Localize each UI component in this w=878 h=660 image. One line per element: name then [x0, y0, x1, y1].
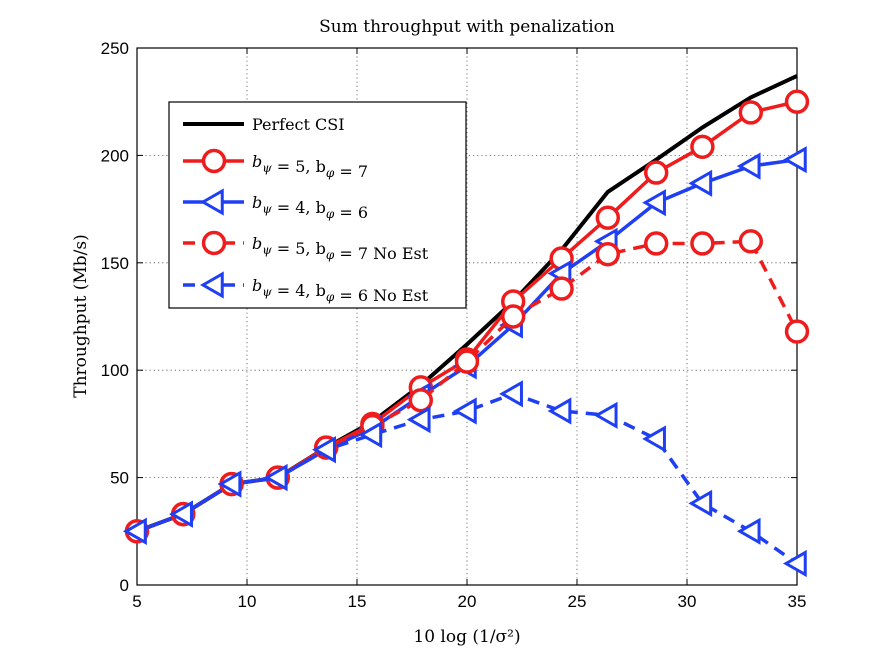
legend-label-part: ψ: [262, 161, 272, 175]
legend-label: bψ = 5, bφ = 7 No Est: [252, 234, 429, 263]
data-point: [784, 319, 810, 344]
legend-label-part: b: [252, 193, 262, 212]
legend-label-part: = 7 No Est: [334, 244, 428, 263]
data-point: [644, 160, 669, 185]
data-point: [593, 401, 618, 429]
legend-label-part: = 7: [334, 162, 368, 181]
data-point: [263, 464, 288, 492]
x-tick-label: 10: [238, 592, 257, 611]
data-point: [501, 304, 526, 329]
data-point: [736, 517, 761, 545]
legend-label-part: ψ: [262, 202, 272, 216]
data-point: [217, 470, 242, 498]
series-5: [122, 380, 807, 578]
legend-label-part: φ: [326, 207, 335, 221]
y-axis-label: Throughput (Mb/s): [71, 234, 91, 398]
legend-marker: [201, 148, 227, 174]
chart-title: Sum throughput with penalization: [319, 17, 615, 37]
data-point: [642, 425, 666, 453]
legend-label-part: = 4, b: [272, 198, 326, 217]
x-axis-label: 10 log (1/σ²): [413, 627, 520, 647]
legend-label-part: ψ: [262, 243, 272, 257]
x-tick-label: 30: [678, 592, 697, 611]
legend-label-part: φ: [326, 290, 335, 304]
data-point: [690, 231, 715, 256]
y-tick-label: 150: [101, 254, 129, 273]
data-point: [688, 169, 713, 197]
data-point: [169, 500, 193, 528]
data-point: [784, 89, 810, 114]
y-tick-label: 50: [110, 469, 129, 488]
data-point: [452, 397, 477, 425]
legend-item-3: bψ = 4, bφ = 6: [183, 188, 368, 222]
legend-label-part: φ: [326, 248, 335, 262]
legend-item-2: bψ = 5, bφ = 7: [183, 148, 368, 181]
legend-label: Perfect CSI: [252, 115, 345, 134]
data-point: [688, 489, 713, 517]
legend-label-part: b: [252, 276, 262, 295]
data-point: [406, 406, 431, 434]
legend-item-5: bψ = 4, bφ = 6 No Est: [183, 271, 429, 305]
x-tick-label: 20: [458, 592, 477, 611]
data-point: [738, 229, 763, 254]
data-point: [358, 421, 383, 449]
data-point: [782, 549, 807, 578]
data-point: [690, 134, 715, 160]
data-point: [782, 146, 807, 174]
data-point: [644, 231, 669, 256]
data-point: [499, 380, 523, 408]
y-tick-label: 200: [101, 146, 129, 165]
legend-label: bψ = 4, bφ = 6: [252, 193, 368, 222]
series-line: [136, 392, 799, 565]
data-point: [547, 397, 572, 425]
legend-label-part: φ: [326, 166, 335, 180]
data-point: [736, 152, 761, 180]
data-point: [408, 388, 433, 413]
y-tick-label: 250: [101, 39, 129, 58]
legend-label-part: ψ: [262, 285, 272, 299]
x-tick-label: 35: [788, 592, 807, 611]
data-point: [642, 189, 666, 217]
legend-label-part: = 6 No Est: [334, 286, 428, 305]
axis-ticks: 5 10 15 20 25 30 35 0 50 100 150 200 250: [101, 39, 807, 611]
data-point: [454, 349, 480, 374]
legend-label-part: b: [252, 152, 262, 171]
legend-marker: [199, 271, 224, 299]
data-point: [122, 517, 147, 545]
series-layer: [122, 74, 810, 578]
legend-label-part: b: [252, 234, 262, 253]
legend-item-4: bψ = 5, bφ = 7 No Est: [183, 230, 429, 263]
legend-label-part: = 4, b: [272, 281, 326, 300]
legend-label: bψ = 5, bφ = 7: [252, 152, 368, 181]
y-tick-label: 0: [120, 576, 129, 595]
y-tick-label: 100: [101, 361, 129, 380]
legend-label-part: = 5, b: [272, 239, 326, 258]
legend-label: bψ = 4, bφ = 6 No Est: [252, 276, 429, 305]
data-point: [595, 205, 620, 230]
legend-marker: [199, 188, 224, 216]
data-point: [312, 436, 336, 464]
data-point: [738, 100, 763, 125]
legend-marker: [201, 230, 227, 256]
legend-label-part: = 6: [334, 203, 368, 222]
x-tick-label: 25: [568, 592, 587, 611]
legend-item-1: Perfect CSI: [183, 115, 345, 134]
x-tick-label: 15: [348, 592, 367, 611]
legend-label-part: = 5, b: [272, 157, 326, 176]
x-tick-label: 5: [132, 592, 141, 611]
data-point: [549, 276, 574, 301]
data-point: [595, 242, 620, 267]
